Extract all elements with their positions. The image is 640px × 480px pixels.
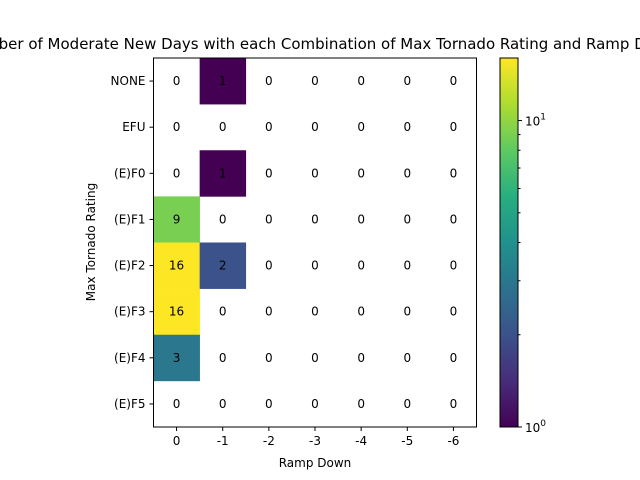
cell-value-label: 0 <box>311 305 319 319</box>
cell-value-label: 0 <box>265 351 273 365</box>
y-axis-ticks: NONE EFU (E)F0 (E)F1 (E)F2 (E)F3 (E)F4 (E)F5 <box>111 74 154 411</box>
cell-value-label: 0 <box>265 212 273 226</box>
cell-value-label: 0 <box>450 351 458 365</box>
heatmap-cell <box>199 58 247 105</box>
x-tick-label: -5 <box>401 434 413 448</box>
x-axis-ticks: 0 -1 -2 -3 -4 -5 -6 <box>173 427 459 448</box>
x-tick-label: 0 <box>173 434 181 448</box>
cell-value-label: 0 <box>403 351 411 365</box>
y-tick-label: (E)F4 <box>114 351 145 365</box>
cell-value-label: 16 <box>169 305 184 319</box>
x-tick-label: -1 <box>217 434 229 448</box>
cell-value-label: 0 <box>403 397 411 411</box>
cell-value-label: 0 <box>219 397 227 411</box>
cell-value-label: 3 <box>173 351 181 365</box>
cell-value-label: 0 <box>219 212 227 226</box>
cell-value-label: 0 <box>311 120 319 134</box>
x-tick-label: -4 <box>355 434 367 448</box>
cell-value-label: 0 <box>173 120 181 134</box>
colorbar <box>499 57 519 428</box>
cell-value-label: 9 <box>173 212 181 226</box>
x-tick-label: -6 <box>447 434 459 448</box>
chart-title: Number of Moderate New Days with each Co… <box>0 35 640 53</box>
cell-value-label: 0 <box>173 397 181 411</box>
cell-value-label: 0 <box>311 259 319 273</box>
cell-value-label: 0 <box>219 351 227 365</box>
cell-value-label: 0 <box>403 74 411 88</box>
x-tick-label: -3 <box>309 434 321 448</box>
y-tick-label: (E)F2 <box>114 259 145 273</box>
y-tick-label: (E)F0 <box>114 166 145 180</box>
cell-value-label: 16 <box>169 259 184 273</box>
cell-value-label: 0 <box>311 397 319 411</box>
cell-value-label: 0 <box>173 74 181 88</box>
x-axis-label: Ramp Down <box>279 456 352 470</box>
cell-value-label: 0 <box>450 259 458 273</box>
cell-value-label: 0 <box>311 212 319 226</box>
cell-value-label: 0 <box>219 120 227 134</box>
cell-value-label: 1 <box>219 166 227 180</box>
cell-value-label: 0 <box>173 166 181 180</box>
heatmap-cell <box>153 288 200 336</box>
y-tick-label: (E)F1 <box>114 212 145 226</box>
cell-annotations: 0 1 0 0 0 0 0 0 0 0 0 0 0 0 0 1 0 0 0 0 0 9 0 0 0 0 0 0 16 2 0 0 0 0 0 16 0 0… <box>169 74 457 411</box>
cell-value-label: 0 <box>403 259 411 273</box>
cell-value-label: 0 <box>450 212 458 226</box>
cell-value-label: 0 <box>403 120 411 134</box>
heatmap-cell <box>153 196 200 243</box>
cell-value-label: 0 <box>450 397 458 411</box>
cell-value-label: 0 <box>265 305 273 319</box>
cell-value-label: 0 <box>265 120 273 134</box>
y-tick-label: EFU <box>122 120 145 134</box>
cell-value-label: 0 <box>357 74 365 88</box>
cell-value-label: 0 <box>265 259 273 273</box>
heatmap-cell <box>199 150 247 197</box>
cell-value-label: 0 <box>311 74 319 88</box>
cell-value-label: 0 <box>450 74 458 88</box>
cell-value-label: 0 <box>311 166 319 180</box>
cell-value-label: 0 <box>357 166 365 180</box>
cell-value-label: 0 <box>219 305 227 319</box>
cell-value-label: 0 <box>403 305 411 319</box>
colorbar-tick-label: 100 <box>525 419 546 435</box>
y-axis-label: Max Tornado Rating <box>84 183 98 301</box>
cell-value-label: 0 <box>450 305 458 319</box>
cell-value-label: 0 <box>265 74 273 88</box>
cell-value-label: 0 <box>403 166 411 180</box>
cell-value-label: 0 <box>265 166 273 180</box>
cell-value-label: 0 <box>357 397 365 411</box>
colorbar-tick-label: 101 <box>525 113 546 129</box>
y-tick-label: (E)F5 <box>114 397 145 411</box>
cell-value-label: 0 <box>311 351 319 365</box>
colorbar-ticks: 100 101 <box>518 113 546 435</box>
cell-value-label: 0 <box>450 166 458 180</box>
y-tick-label: (E)F3 <box>114 305 145 319</box>
cell-value-label: 0 <box>357 351 365 365</box>
cell-value-label: 0 <box>357 120 365 134</box>
x-tick-label: -2 <box>263 434 275 448</box>
heatmap-cell <box>199 242 247 289</box>
cell-value-label: 0 <box>265 397 273 411</box>
heatmap-cell <box>153 334 200 382</box>
cell-value-label: 0 <box>403 212 411 226</box>
cell-value-label: 0 <box>357 212 365 226</box>
cell-value-label: 0 <box>357 259 365 273</box>
heatmap-cell <box>153 242 200 289</box>
cell-value-label: 0 <box>357 305 365 319</box>
cell-value-label: 1 <box>219 74 227 88</box>
y-tick-label: NONE <box>111 74 146 88</box>
cell-value-label: 2 <box>219 259 227 273</box>
heatmap-cells <box>153 58 247 382</box>
cell-value-label: 0 <box>450 120 458 134</box>
